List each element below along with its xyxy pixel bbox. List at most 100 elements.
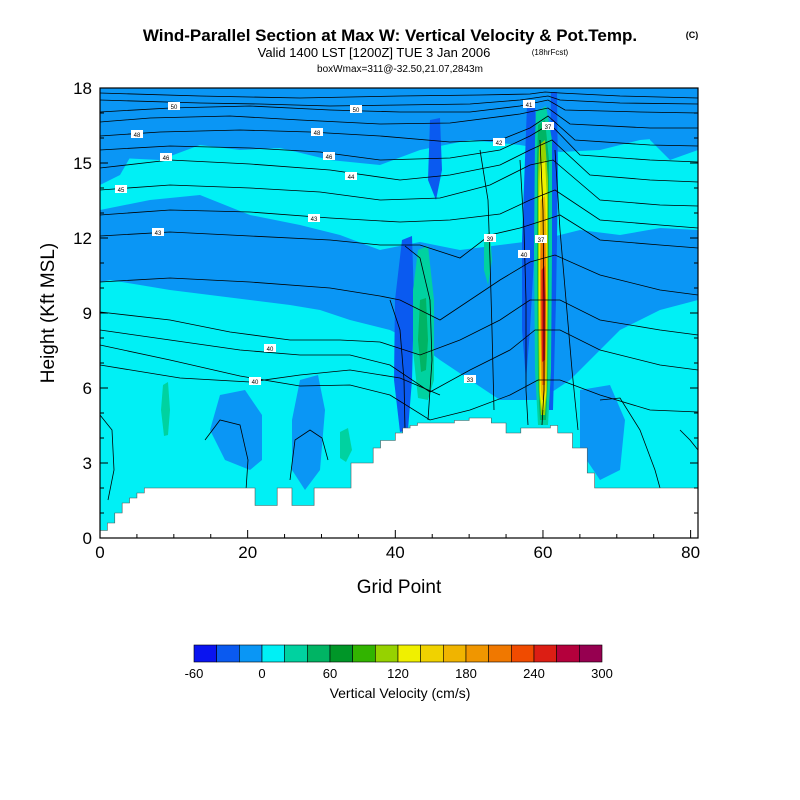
x-tick-label: 40 — [386, 543, 405, 562]
chart-subtitle-note: (18hrFcst) — [532, 48, 569, 57]
theta-label-bg — [168, 102, 180, 110]
colorbar — [193, 644, 603, 663]
colorbar-swatch — [193, 644, 217, 663]
theta-contour — [289, 429, 329, 481]
theta-label: 48 — [134, 133, 141, 139]
theta-contour — [519, 159, 529, 426]
theta-contour — [404, 245, 433, 421]
plot-area — [100, 88, 698, 538]
theta-contour — [100, 139, 698, 183]
theta-contours — [100, 91, 698, 501]
theta-label-bg — [323, 152, 335, 160]
theta-contour — [100, 115, 698, 147]
y-tickmarks — [100, 87, 698, 539]
theta-label-bg — [308, 214, 320, 222]
x-axis-label: Grid Point — [357, 577, 442, 598]
colorbar-tick-label: 240 — [523, 666, 545, 681]
theta-contour — [100, 123, 698, 163]
theta-label: 42 — [496, 141, 503, 147]
theta-contour — [100, 99, 698, 114]
colorbar-swatch — [239, 644, 263, 663]
theta-contour — [100, 189, 698, 229]
x-tick-label: 20 — [238, 543, 257, 562]
updraft-core-260 — [541, 266, 546, 362]
theta-contour — [100, 91, 698, 99]
colorbar-tick-label: -60 — [185, 666, 204, 681]
theta-contour — [539, 139, 545, 426]
theta-label: 37 — [545, 125, 552, 131]
y-tick-label: 6 — [83, 379, 92, 398]
chart-title-mark: (C) — [686, 30, 699, 40]
colorbar-swatch — [284, 644, 308, 663]
theta-label-bg — [264, 344, 276, 352]
colorbar-swatch — [533, 644, 557, 663]
theta-label: 43 — [311, 217, 318, 223]
chart-subtitle: Valid 1400 LST [1200Z] TUE 3 Jan 2006 — [258, 45, 491, 60]
colorbar-swatch — [352, 644, 376, 663]
theta-contour — [100, 364, 441, 396]
y-tick-label: 9 — [83, 304, 92, 323]
theta-label-bg — [249, 377, 261, 385]
theta-label: 48 — [314, 131, 321, 137]
colorbar-tick-label: 180 — [455, 666, 477, 681]
downdraft-left-top — [100, 88, 140, 185]
theta-label-bg — [535, 235, 547, 243]
theta-label-bg — [115, 185, 127, 193]
theta-label-bg — [350, 105, 362, 113]
theta-label: 37 — [538, 238, 545, 244]
colorbar-swatch — [465, 644, 489, 663]
theta-contour — [479, 149, 495, 411]
theta-label: 46 — [163, 156, 170, 162]
theta-contour — [100, 214, 698, 259]
theta-contour — [100, 159, 698, 207]
theta-label-bg — [152, 228, 164, 236]
x-tick-label: 60 — [534, 543, 553, 562]
x-tick-label: 0 — [95, 543, 104, 562]
colorbar-swatch — [443, 644, 467, 663]
y-tick-label: 0 — [83, 529, 92, 548]
theta-contour — [100, 414, 115, 501]
theta-contour — [100, 107, 698, 129]
x-tick-label: 80 — [681, 543, 700, 562]
y-tick-label: 18 — [73, 79, 92, 98]
colorbar-tick-label: 300 — [591, 666, 613, 681]
theta-label-bg — [160, 153, 172, 161]
colorbar-swatch — [488, 644, 512, 663]
updraft-weak-35 — [340, 428, 352, 462]
theta-label: 44 — [348, 175, 355, 181]
updraft-weak-9 — [161, 382, 170, 436]
downdraft-near-terrain-left — [210, 390, 262, 470]
theta-label: 50 — [171, 105, 178, 111]
theta-label-bg — [523, 100, 535, 108]
theta-label-bg — [345, 172, 357, 180]
colorbar-swatch — [556, 644, 580, 663]
theta-label-bg — [311, 128, 323, 136]
theta-label: 39 — [487, 237, 494, 243]
downdraft-near-terrain-mid — [292, 375, 325, 490]
theta-label: 33 — [467, 378, 474, 384]
theta-label: 40 — [521, 253, 528, 259]
terrain-mask — [100, 417, 698, 538]
colorbar-swatch — [375, 644, 399, 663]
x-tickmarks — [99, 530, 692, 538]
y-tick-label: 15 — [73, 154, 92, 173]
y-tick-label: 12 — [73, 229, 92, 248]
downdraft-column-35 — [428, 118, 442, 200]
theta-label-bg — [484, 234, 496, 242]
colorbar-tick-label: 120 — [387, 666, 409, 681]
theta-label: 40 — [267, 347, 274, 353]
colorbar-swatch — [307, 644, 331, 663]
updraft-weak-43-core — [418, 298, 428, 372]
colorbar-label: Vertical Velocity (cm/s) — [330, 685, 471, 701]
theta-label: 43 — [155, 231, 162, 237]
colorbar-tick-label: 60 — [323, 666, 337, 681]
colorbar-tick-label: 0 — [258, 666, 265, 681]
theta-label-bg — [542, 122, 554, 130]
theta-contour — [100, 254, 698, 321]
colorbar-swatch — [511, 644, 535, 663]
theta-contour — [100, 95, 698, 107]
downdraft-right-top — [640, 88, 698, 160]
theta-label: 45 — [118, 188, 125, 194]
theta-contour — [389, 299, 406, 431]
theta-label-bg — [493, 138, 505, 146]
